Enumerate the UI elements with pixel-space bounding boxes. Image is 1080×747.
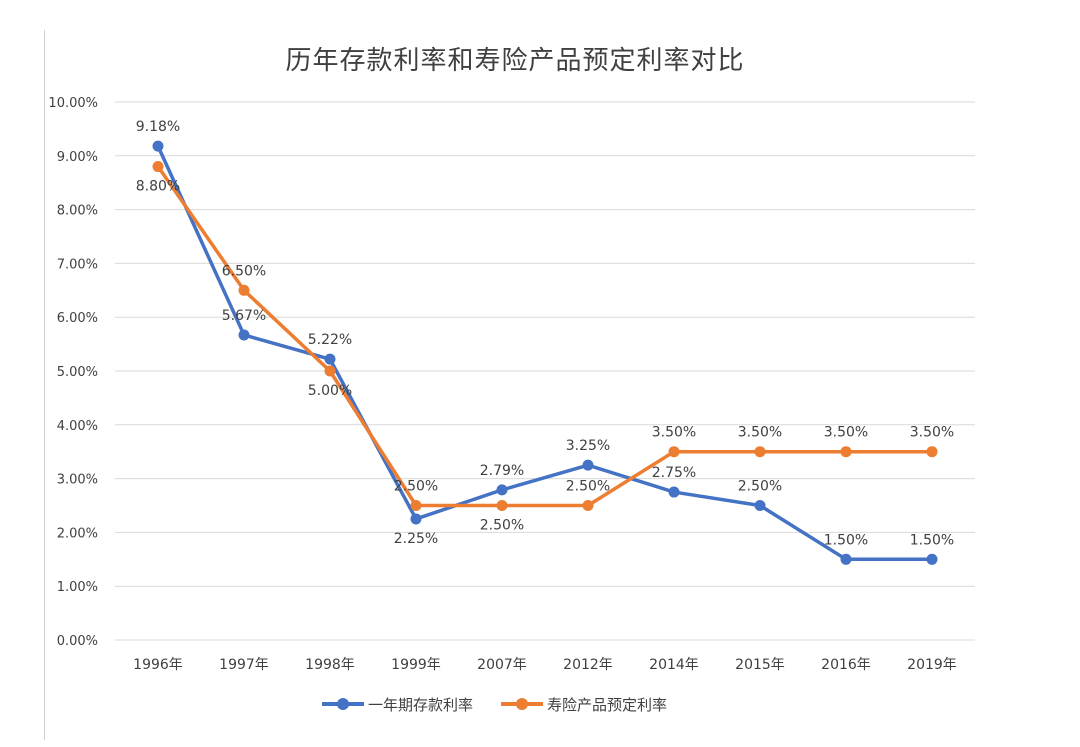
data-label: 2.25% — [394, 531, 438, 547]
y-tick-label: 4.00% — [57, 419, 98, 434]
data-point-0[interactable] — [152, 140, 164, 152]
x-tick-label: 2007年 — [477, 657, 527, 673]
x-tick-label: 2012年 — [563, 657, 613, 673]
data-point-1[interactable] — [410, 500, 422, 511]
data-label: 2.79% — [480, 463, 524, 479]
data-point-1[interactable] — [152, 161, 164, 173]
y-tick-label: 5.00% — [57, 365, 98, 380]
data-point-1[interactable] — [840, 446, 852, 458]
data-point-0[interactable] — [754, 500, 766, 511]
data-point-1[interactable] — [754, 446, 766, 458]
x-tick-label: 2014年 — [649, 657, 699, 673]
y-axis-ticks: 0.00% 1.00% 2.00% 3.00% 4.00% 5.00% 6.00% 7.00%… — [48, 96, 98, 649]
data-point-1[interactable] — [582, 500, 594, 511]
data-point-1[interactable] — [926, 446, 938, 458]
chart-title: 历年存款利率和寿险产品预定利率对比 — [285, 46, 745, 76]
line-chart: 0.00% 1.00% 2.00% 3.00% 4.00% 5.00% 6.00% 7.00%… — [48, 96, 975, 673]
legend-item-deposit-rate[interactable]: 一年期存款利率 — [322, 694, 473, 715]
data-label: 3.50% — [652, 425, 696, 441]
data-point-1[interactable] — [238, 284, 250, 296]
data-label: 3.50% — [738, 425, 782, 441]
left-edge-divider — [44, 30, 45, 740]
x-tick-label: 1997年 — [219, 657, 269, 673]
y-tick-label: 2.00% — [57, 526, 98, 541]
data-point-0[interactable] — [238, 329, 250, 341]
x-tick-label: 1999年 — [391, 657, 441, 673]
legend: 一年期存款利率 寿险产品预定利率 — [322, 692, 695, 716]
y-tick-label: 8.00% — [57, 204, 98, 219]
data-point-1[interactable] — [668, 446, 680, 458]
x-axis-ticks: 1996年 1997年 1998年 1999年 2007年 2012年 2014年 2015年… — [133, 657, 957, 673]
x-tick-label: 2019年 — [907, 657, 957, 673]
data-label: 1.50% — [824, 532, 868, 548]
data-label: 5.67% — [222, 308, 266, 324]
data-label: 9.18% — [136, 119, 180, 135]
data-label: 5.00% — [308, 383, 352, 399]
y-tick-label: 7.00% — [57, 257, 98, 272]
data-point-0[interactable] — [668, 486, 680, 498]
legend-marker-deposit-rate — [322, 698, 364, 710]
data-label: 2.50% — [394, 479, 438, 495]
data-point-0[interactable] — [926, 553, 938, 565]
legend-label-deposit-rate: 一年期存款利率 — [368, 695, 474, 714]
y-tick-label: 9.00% — [57, 150, 98, 165]
legend-marker-insurance-rate — [501, 698, 544, 710]
x-tick-label: 2015年 — [735, 657, 785, 673]
data-label: 2.50% — [480, 518, 524, 534]
data-label: 3.50% — [910, 425, 954, 441]
y-tick-label: 0.00% — [57, 634, 98, 649]
data-point-1[interactable] — [496, 500, 508, 511]
y-tick-label: 1.00% — [57, 580, 98, 595]
data-labels: 9.18% 5.67% 5.22% 2.25% 2.79% 3.25% 2.75% 2.50%… — [136, 119, 954, 548]
x-tick-label: 2016年 — [821, 657, 871, 673]
series-line-0 — [156, 145, 932, 562]
data-point-0[interactable] — [496, 484, 508, 496]
x-tick-label: 1996年 — [133, 657, 183, 673]
data-point-0[interactable] — [582, 459, 594, 471]
x-tick-label: 1998年 — [305, 657, 355, 673]
data-label: 1.50% — [910, 532, 954, 548]
y-tick-label: 10.00% — [48, 96, 98, 111]
data-label: 3.25% — [566, 438, 610, 454]
data-label: 2.50% — [738, 479, 782, 495]
data-label: 3.50% — [824, 425, 868, 441]
data-label: 5.22% — [308, 332, 352, 348]
y-tick-label: 6.00% — [57, 311, 98, 326]
y-tick-label: 3.00% — [57, 473, 98, 488]
data-point-0[interactable] — [410, 513, 422, 525]
data-point-1[interactable] — [324, 365, 336, 377]
data-label: 2.50% — [566, 479, 610, 495]
legend-item-insurance-rate[interactable]: 寿险产品预定利率 — [501, 694, 667, 715]
data-label: 2.75% — [652, 465, 696, 481]
gridlines — [115, 101, 975, 641]
series-line-1 — [156, 165, 932, 508]
legend-label-insurance-rate: 寿险产品预定利率 — [547, 695, 668, 714]
series-lines — [152, 140, 938, 565]
data-label: 8.80% — [136, 179, 180, 195]
data-point-0[interactable] — [840, 553, 852, 565]
data-point-0[interactable] — [324, 353, 336, 365]
data-label: 6.50% — [222, 263, 266, 279]
